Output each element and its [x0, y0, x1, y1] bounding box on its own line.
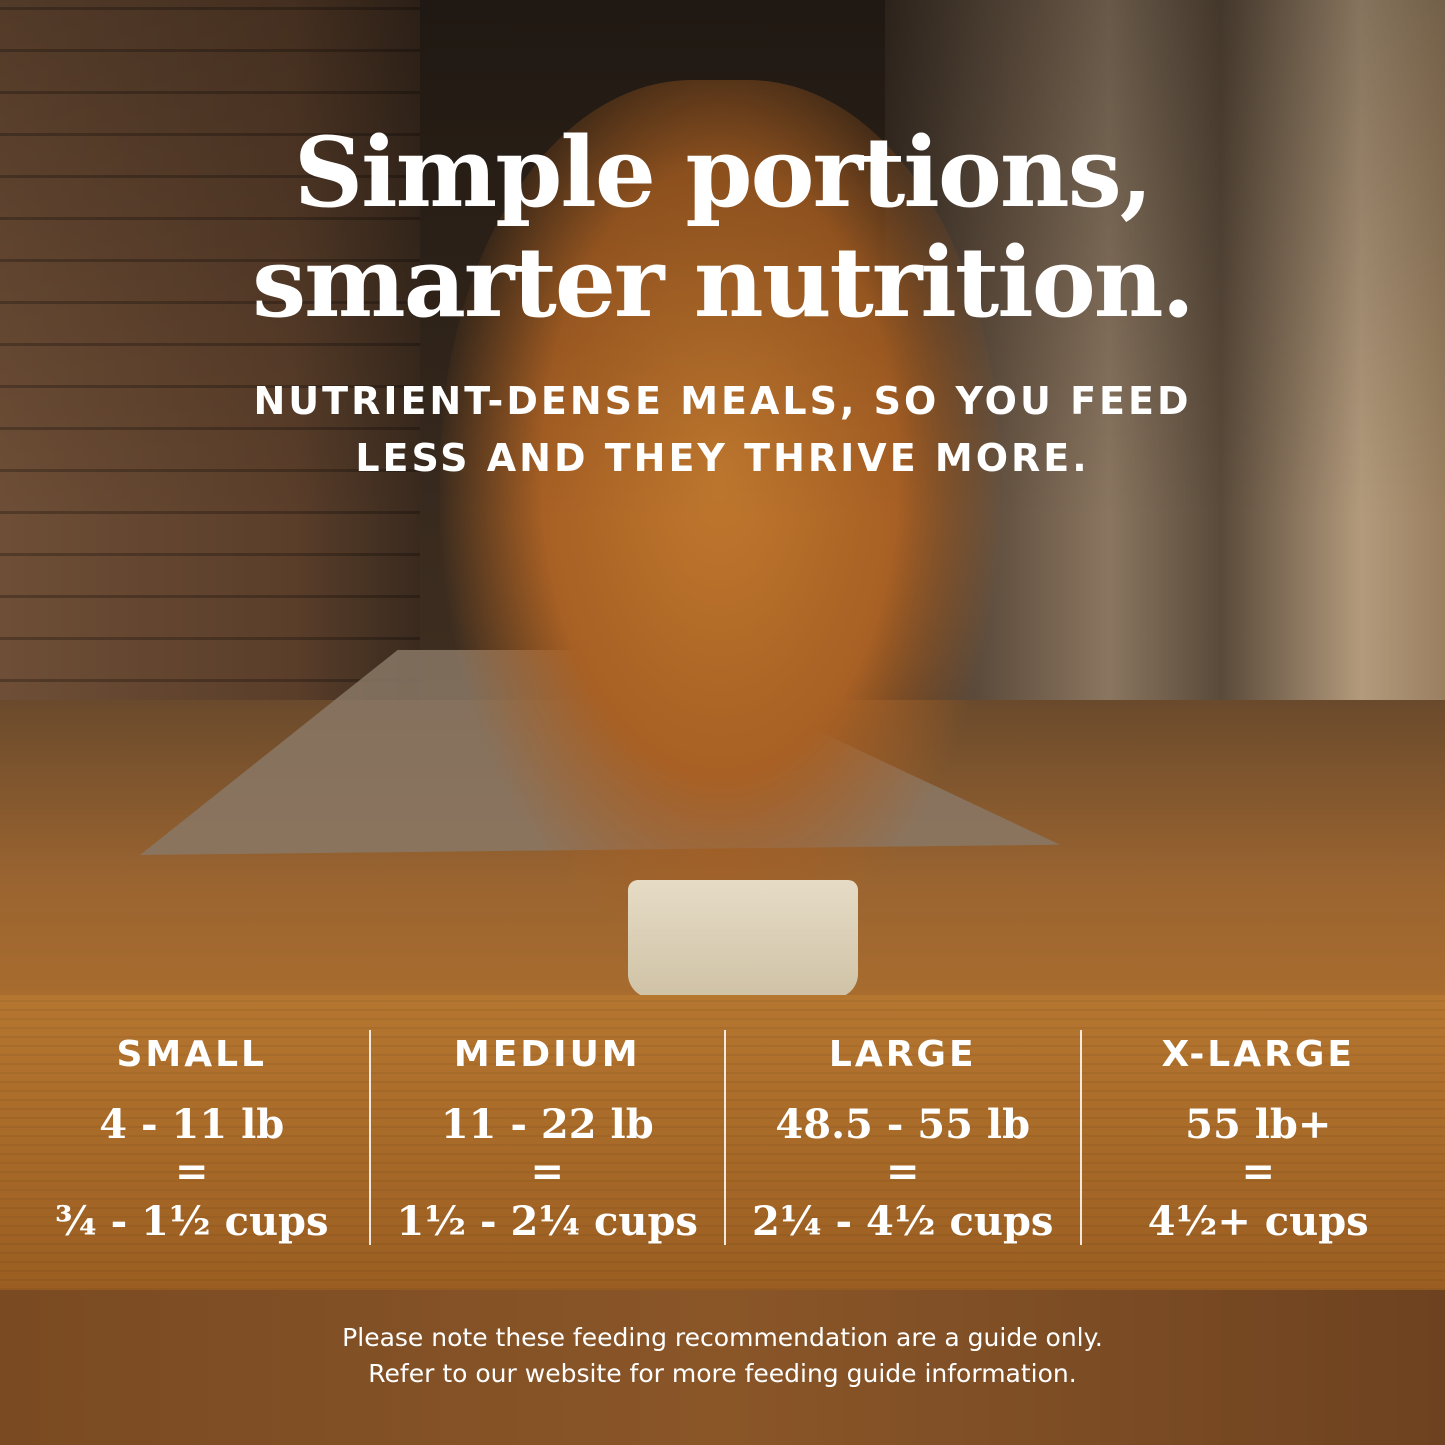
headline-line-2: smarter nutrition.	[252, 226, 1195, 339]
top-shade	[0, 0, 1445, 520]
cup-amount: ¾ - 1½ cups	[54, 1198, 329, 1245]
headline: Simple portions, smarter nutrition.	[0, 118, 1445, 338]
size-label: LARGE	[828, 1034, 977, 1075]
food-bowl	[628, 880, 858, 998]
bottom-floor	[0, 1290, 1445, 1445]
cup-amount: 2¼ - 4½ cups	[752, 1198, 1054, 1245]
equals-sign: =	[885, 1148, 920, 1195]
weight-range: 55 lb+	[1185, 1101, 1332, 1148]
weight-range: 11 - 22 lb	[440, 1101, 654, 1148]
feeding-guide: SMALL 4 - 11 lb = ¾ - 1½ cups MEDIUM 11 …	[15, 1030, 1435, 1245]
subheadline-line-1: NUTRIENT-DENSE MEALS, SO YOU FEED	[253, 379, 1192, 423]
size-column-medium: MEDIUM 11 - 22 lb = 1½ - 2¼ cups	[368, 1030, 725, 1245]
cup-amount: 4½+ cups	[1147, 1198, 1369, 1245]
disclaimer-line-2: Refer to our website for more feeding gu…	[368, 1359, 1077, 1388]
headline-line-1: Simple portions,	[293, 116, 1153, 229]
size-label: MEDIUM	[453, 1034, 641, 1075]
weight-range: 4 - 11 lb	[99, 1101, 285, 1148]
equals-sign: =	[530, 1148, 564, 1195]
equals-sign: =	[1241, 1148, 1275, 1195]
disclaimer-note: Please note these feeding recommendation…	[0, 1320, 1445, 1392]
equals-sign: =	[174, 1148, 209, 1195]
size-column-large: LARGE 48.5 - 55 lb = 2¼ - 4½ cups	[724, 1030, 1080, 1245]
weight-range: 48.5 - 55 lb	[775, 1101, 1031, 1148]
dog-image	[440, 80, 1000, 950]
size-label: SMALL	[116, 1034, 267, 1075]
subheadline-line-2: LESS AND THEY THRIVE MORE.	[355, 436, 1090, 480]
size-column-x-large: X-LARGE 55 lb+ = 4½+ cups	[1079, 1030, 1436, 1245]
size-column-small: SMALL 4 - 11 lb = ¾ - 1½ cups	[15, 1030, 369, 1245]
subheadline: NUTRIENT-DENSE MEALS, SO YOU FEED LESS A…	[0, 373, 1445, 487]
cup-amount: 1½ - 2¼ cups	[396, 1198, 698, 1245]
disclaimer-line-1: Please note these feeding recommendation…	[342, 1323, 1103, 1352]
size-label: X-LARGE	[1161, 1034, 1355, 1075]
wooden-step	[0, 995, 1445, 1290]
